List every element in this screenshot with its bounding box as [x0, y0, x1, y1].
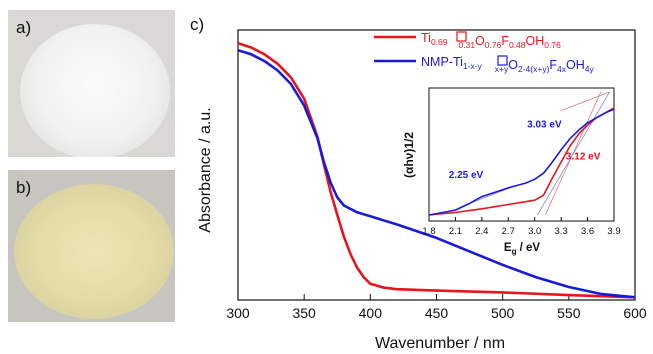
vacancy-box-icon [497, 55, 508, 66]
vacancy-box-icon [456, 31, 467, 42]
tangent-line [561, 91, 610, 111]
inset-y-axis-title: (αhν)1/2 [402, 132, 416, 178]
inset-annotations: 3.03 eV 2.25 eV 3.12 eV [449, 120, 601, 181]
bandgap-annotation: 2.25 eV [449, 170, 484, 181]
inset-x-tick-label: 3.3 [555, 226, 568, 237]
series-line-red [237, 41, 636, 299]
inset-x-axis-title: Eg / eV [504, 242, 541, 256]
x-tick-label: 400 [359, 305, 383, 321]
inset-x-tick-label: 3.0 [528, 226, 541, 237]
inset-axes: 1.8 2.1 2.4 2.7 3.0 3.3 3.6 3.9 [422, 217, 621, 237]
x-tick-label: 350 [292, 305, 316, 321]
legend-label-blue: NMP-Ti1-x-y x+yO2-4(x+y)F4xOH4y [421, 55, 595, 74]
inset-x-tick-label: 2.1 [449, 226, 462, 237]
panel-label-a: a) [16, 18, 32, 37]
inset-x-tick-label: 3.6 [581, 226, 594, 237]
inset-series [428, 91, 615, 216]
inset-x-tick-label: 1.8 [422, 226, 435, 237]
bandgap-annotation: 3.12 eV [566, 152, 601, 163]
legend-label-red: Ti0.69 0.31O0.76F0.48OH0.76 [421, 31, 561, 50]
inset-series-blue [428, 108, 615, 216]
x-tick-label: 600 [623, 305, 647, 321]
inset-x-tick-label: 2.7 [502, 226, 515, 237]
inset-x-tick-label: 3.9 [607, 226, 620, 237]
bandgap-annotation: 3.03 eV [527, 120, 562, 131]
photo-yellow-powder: b) [8, 170, 175, 322]
tangent-line [537, 91, 610, 216]
photo-white-powder: a) [8, 10, 175, 157]
main-series [237, 41, 636, 299]
white-powder-pile [20, 24, 170, 157]
y-axis-title: Absorbance / a.u. [197, 107, 214, 232]
inset-frame [428, 87, 615, 222]
inset-x-tick-label: 2.4 [475, 226, 488, 237]
inset-tauc-plot: 1.8 2.1 2.4 2.7 3.0 3.3 3.6 3.9 3.03 eV2.25 eV3… [402, 87, 621, 256]
legend: Ti0.69 0.31O0.76F0.48OH0.76 NMP-Ti1-x-y x+… [374, 31, 595, 74]
x-axis-title: Wavenumber / nm [375, 335, 505, 352]
yellow-powder-pile [14, 184, 174, 319]
main-axes: 300 350 400 450 500 550 600 [226, 29, 647, 321]
x-tick-label: 450 [425, 305, 449, 321]
panel-label-b: b) [16, 178, 32, 197]
x-tick-label: 550 [557, 305, 581, 321]
series-line-blue [237, 49, 636, 299]
x-tick-label: 500 [491, 305, 515, 321]
x-tick-label: 300 [226, 305, 250, 321]
panel-label-c: c) [190, 15, 204, 34]
